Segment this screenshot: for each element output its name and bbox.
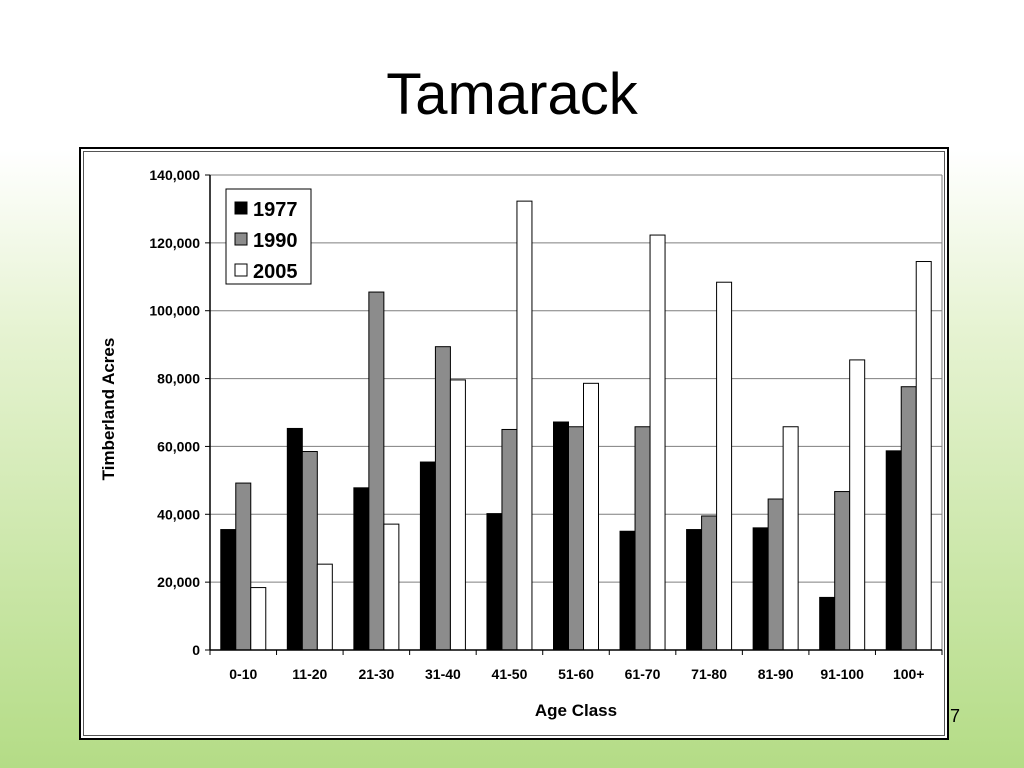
bar-1990-81-90 xyxy=(767,498,784,651)
bar-2005-11-20 xyxy=(316,563,333,651)
y-tick-label: 80,000 xyxy=(157,371,200,387)
y-tick-label: 60,000 xyxy=(157,438,200,454)
bar-1990-0-10 xyxy=(235,482,252,651)
legend-swatch-1977 xyxy=(234,201,248,215)
bars xyxy=(220,200,932,651)
x-tick-label: 51-60 xyxy=(558,666,594,682)
y-axis-title: Timberland Acres xyxy=(99,338,118,481)
bar-1990-100+ xyxy=(900,386,917,651)
y-tick-label: 0 xyxy=(192,642,200,658)
bar-2005-61-70 xyxy=(649,234,666,651)
x-tick-label: 31-40 xyxy=(425,666,461,682)
bar-1990-11-20 xyxy=(301,451,318,651)
y-tick-label: 140,000 xyxy=(149,167,200,183)
x-tick-labels: 0-10 11-20 21-30 31-40 41-50 51-60 61-70 71-80 8… xyxy=(229,666,924,682)
bar-1977-11-20 xyxy=(286,427,303,651)
x-tick-label: 11-20 xyxy=(292,666,327,682)
bar-chart: 0 20,000 40,000 60,000 80,000 100,000 120,000 1… xyxy=(99,167,943,720)
x-tick-label: 71-80 xyxy=(691,666,727,682)
bar-1977-51-60 xyxy=(553,421,569,651)
bar-1990-71-80 xyxy=(701,515,718,651)
x-tick-label: 81-90 xyxy=(758,666,794,682)
legend-label-1977: 1977 xyxy=(253,199,298,221)
legend: 1977 1990 2005 xyxy=(225,188,312,285)
x-tick-label: 61-70 xyxy=(625,666,661,682)
page-number: 7 xyxy=(950,706,961,726)
bar-1977-81-90 xyxy=(752,527,769,651)
x-tick-label: 0-10 xyxy=(229,666,257,682)
bar-2005-51-60 xyxy=(583,382,599,651)
bar-1990-61-70 xyxy=(634,426,651,651)
y-tick-labels: 0 20,000 40,000 60,000 80,000 100,000 120,000 1… xyxy=(149,167,200,658)
axes xyxy=(205,174,943,655)
bar-1990-21-30 xyxy=(368,291,385,651)
gridlines xyxy=(210,174,943,650)
x-tick-label: 41-50 xyxy=(492,666,528,682)
y-tick-label: 40,000 xyxy=(157,506,200,522)
bar-1990-41-50 xyxy=(501,428,518,651)
legend-swatch-2005 xyxy=(234,263,248,277)
bar-1977-41-50 xyxy=(486,513,503,651)
bar-2005-41-50 xyxy=(516,200,533,651)
x-tick-label: 21-30 xyxy=(358,666,394,682)
bar-1977-0-10 xyxy=(220,529,237,651)
bar-2005-91-100 xyxy=(849,359,866,651)
bar-2005-71-80 xyxy=(716,281,733,651)
bar-2005-81-90 xyxy=(782,426,799,651)
chart-frame: 0 20,000 40,000 60,000 80,000 100,000 120,000 1… xyxy=(79,147,949,740)
bar-2005-0-10 xyxy=(250,587,267,651)
legend-label-1990: 1990 xyxy=(253,230,298,252)
bar-2005-21-30 xyxy=(383,523,400,651)
bar-2005-31-40 xyxy=(449,379,466,651)
slide-title: Tamarack xyxy=(386,62,638,127)
x-tick-label: 91-100 xyxy=(820,666,864,682)
bar-2005-100+ xyxy=(915,261,932,651)
bar-1977-31-40 xyxy=(419,461,436,651)
legend-swatch-1990 xyxy=(234,232,248,246)
x-axis-title: Age Class xyxy=(535,701,617,720)
bar-1977-61-70 xyxy=(619,530,636,651)
bar-1977-71-80 xyxy=(686,529,703,651)
x-tick-label: 100+ xyxy=(893,666,925,682)
bar-1977-91-100 xyxy=(819,596,836,651)
bar-1990-31-40 xyxy=(434,346,451,651)
legend-label-2005: 2005 xyxy=(253,261,298,283)
y-tick-label: 20,000 xyxy=(157,574,200,590)
y-tick-label: 120,000 xyxy=(149,235,200,251)
bar-1990-51-60 xyxy=(568,426,584,651)
bar-1977-21-30 xyxy=(353,487,370,651)
bar-1977-100+ xyxy=(885,450,902,651)
bar-1990-91-100 xyxy=(834,491,851,651)
y-tick-label: 100,000 xyxy=(149,303,200,319)
